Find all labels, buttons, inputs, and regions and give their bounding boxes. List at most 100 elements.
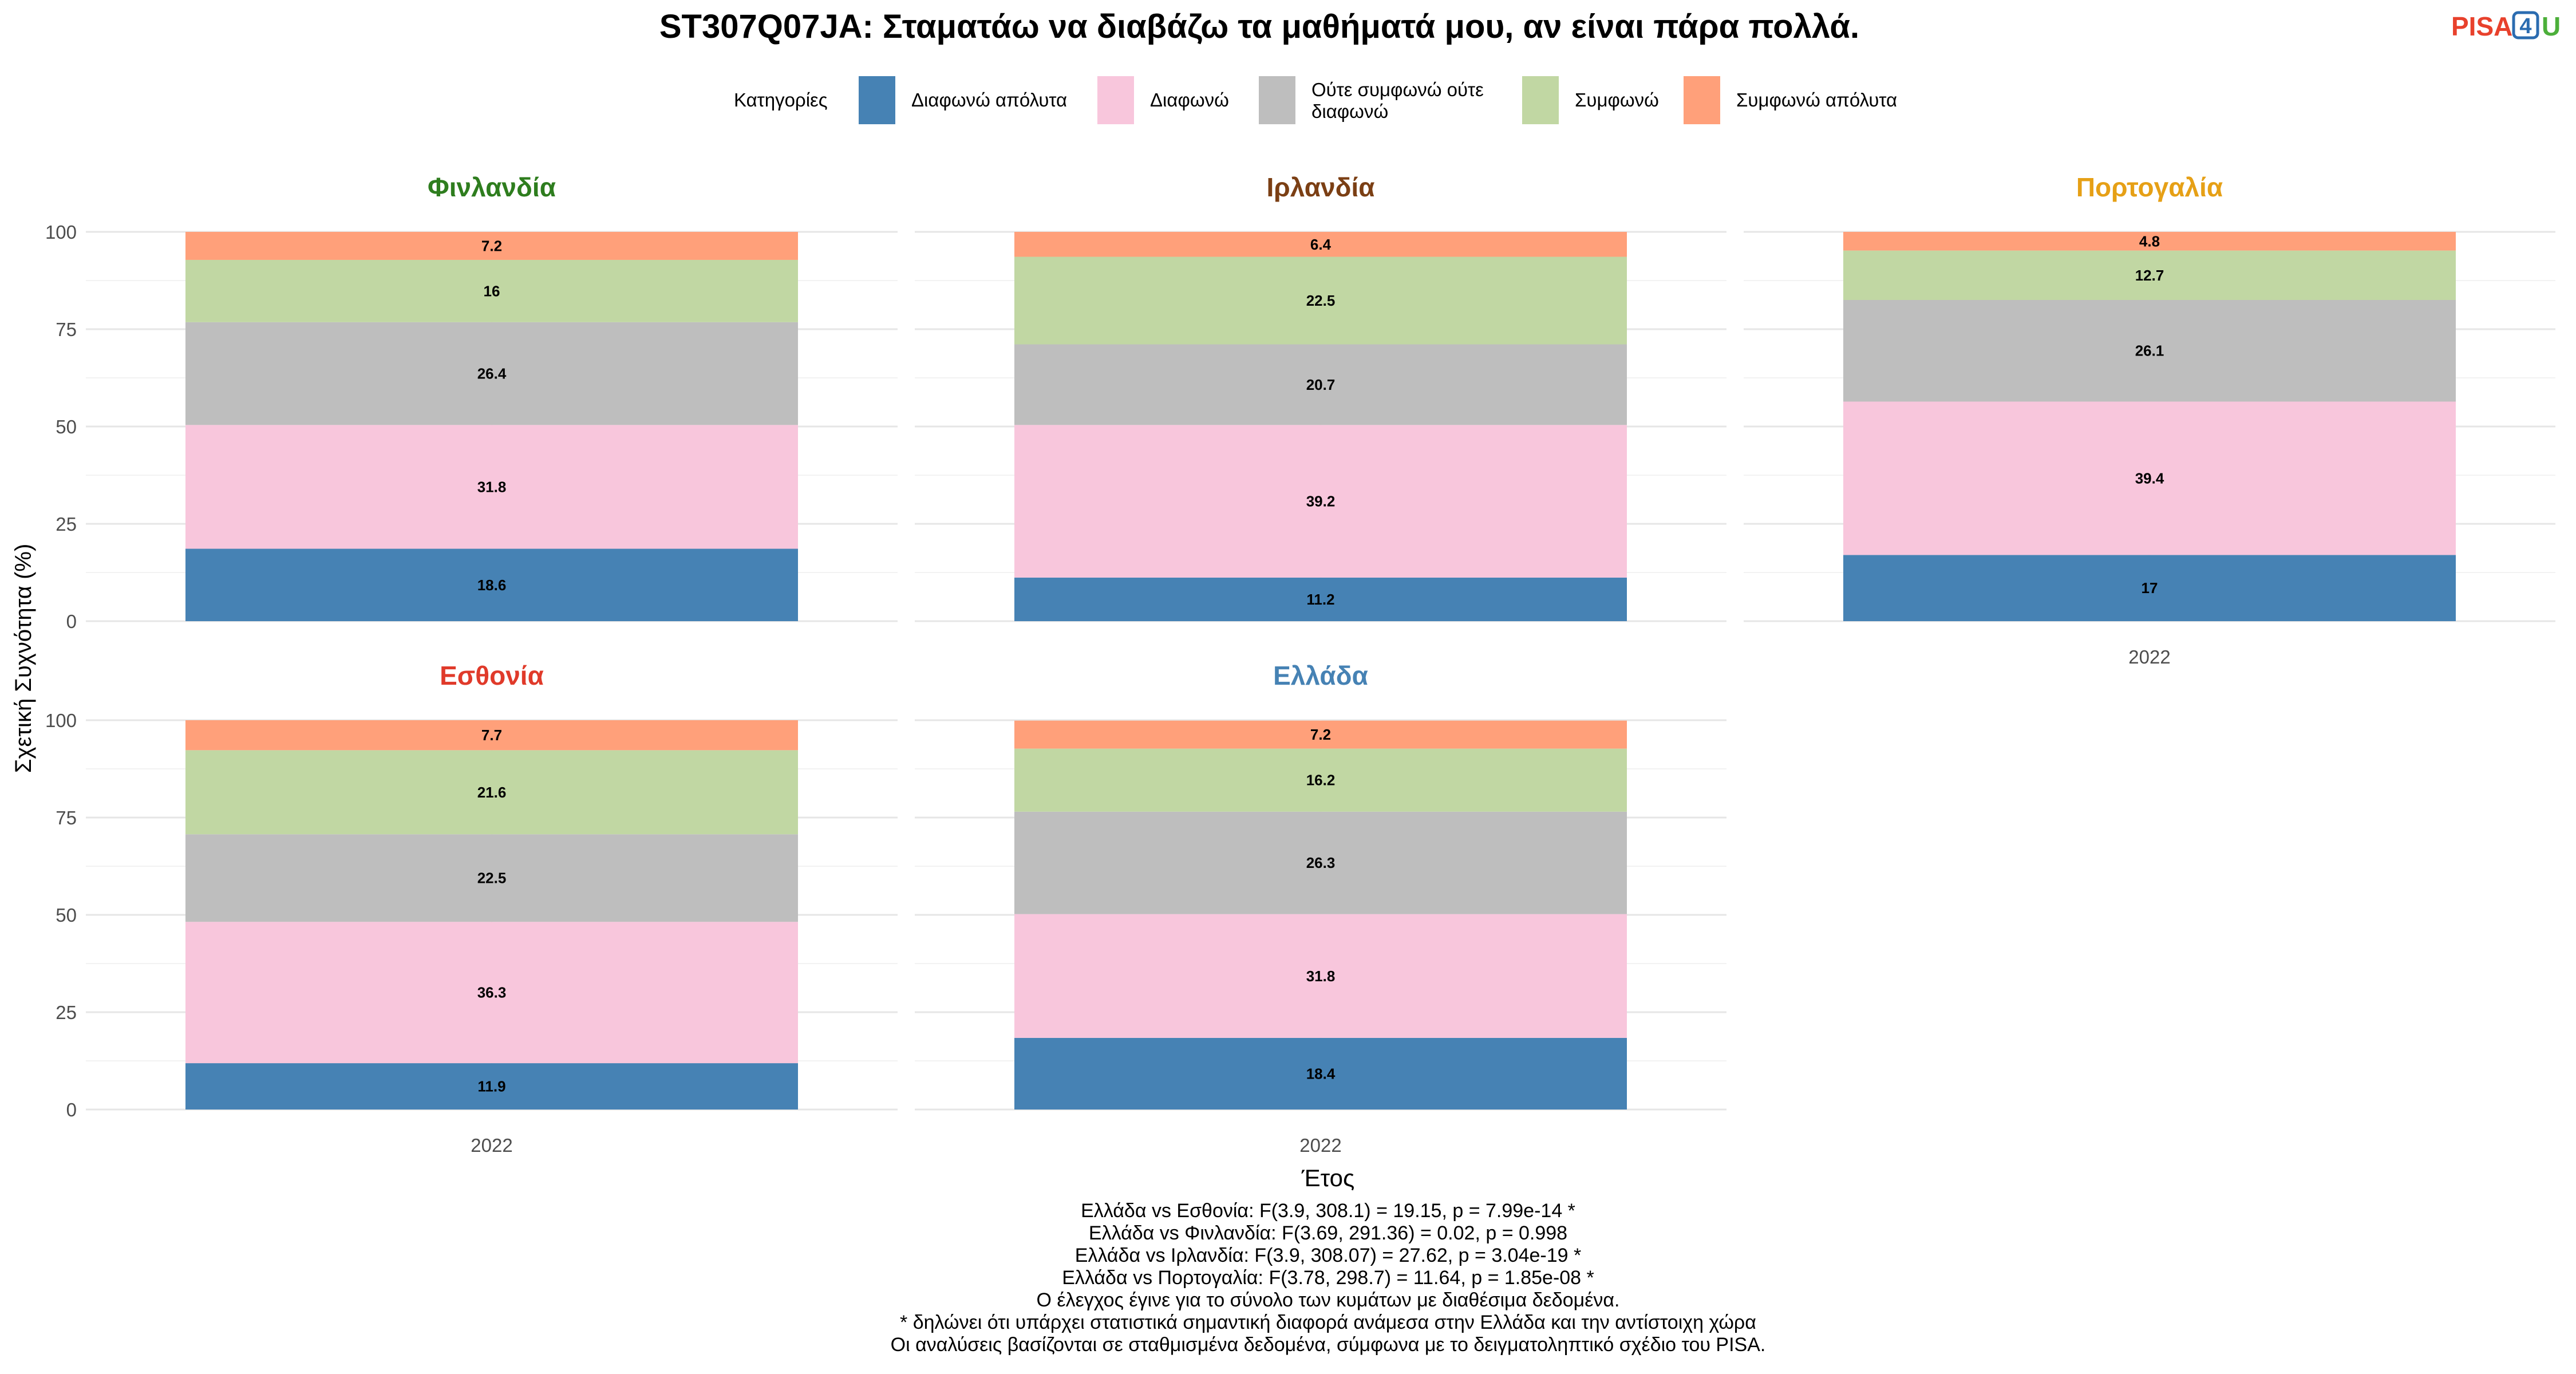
bar-value-label: 26.3 (1306, 854, 1336, 871)
bar-value-label: 16.2 (1306, 772, 1336, 789)
footnote-line: Ελλάδα vs Εσθονία: F(3.9, 308.1) = 19.15… (1081, 1200, 1575, 1222)
bar-segment (1014, 577, 1627, 621)
y-tick-label: 75 (56, 807, 77, 828)
bar-value-label: 39.2 (1306, 493, 1336, 510)
bar-segment (1014, 748, 1627, 812)
legend-label: διαφωνώ (1311, 101, 1388, 122)
chart-title: ST307Q07JA: Σταματάω να διαβάζω τα μαθήμ… (659, 8, 1859, 45)
logo-text-4: 4 (2519, 14, 2531, 38)
panel-5: Ελλάδα 18.4 31.8 26.3 16.2 7.2 2022 (915, 661, 1726, 1156)
legend-swatch (1684, 76, 1720, 124)
bar-value-label: 4.8 (2139, 232, 2160, 250)
bar-value-label: 39.4 (2135, 469, 2164, 487)
bar-value-label: 17 (2142, 579, 2158, 597)
bar-segment (185, 834, 798, 922)
footnote-line: Ελλάδα vs Φινλανδία: F(3.69, 291.36) = 0… (1089, 1222, 1567, 1244)
bar-segment (1014, 1037, 1627, 1110)
legend-label: Συμφωνώ απόλυτα (1736, 89, 1897, 110)
y-tick-label: 75 (56, 319, 77, 340)
bar-segment (1014, 232, 1627, 257)
x-tick-label: 2022 (1299, 1135, 1341, 1156)
logo: PISA 4 U (2451, 11, 2561, 41)
panels: 0 25 50 75 100 Φινλανδία 18.6 31.8 26.4 16 7.2 Ιρλα… (45, 172, 2555, 1156)
bar-value-label: 6.4 (1310, 236, 1332, 253)
bar-value-label: 31.8 (477, 478, 507, 495)
footnote-line: Ελλάδα vs Ιρλανδία: F(3.9, 308.07) = 27.… (1075, 1245, 1581, 1266)
panel-4: 0 25 50 75 100 Εσθονία 11.9 36.3 22.5 21.6 7.7 2022 (45, 661, 898, 1156)
x-tick-label: 2022 (2128, 646, 2170, 668)
panel-title: Πορτογαλία (2076, 172, 2223, 202)
y-tick-label: 100 (45, 222, 77, 243)
bar-segment (1014, 344, 1627, 425)
footnote-line: Οι αναλύσεις βασίζονται σε σταθμισμένα δ… (891, 1334, 1766, 1356)
bar-value-label: 16 (484, 282, 500, 299)
bar-segment (1014, 811, 1627, 914)
bar-segment (185, 548, 798, 621)
bar-value-label: 18.6 (477, 577, 507, 594)
y-tick-label: 50 (56, 905, 77, 926)
bar-segment (185, 425, 798, 549)
logo-text-u: U (2542, 11, 2561, 41)
bar-value-label: 26.1 (2135, 342, 2164, 360)
bar-value-label: 7.7 (481, 727, 502, 744)
bar-segment (185, 1063, 798, 1110)
bar-segment (1014, 425, 1627, 578)
x-axis-label: Έτος (1301, 1164, 1355, 1191)
bar-segment (1014, 256, 1627, 345)
panel-2: Ιρλανδία 11.2 39.2 20.7 22.5 6.4 (915, 172, 1726, 622)
legend-swatch (1259, 76, 1295, 124)
logo-text-pisa: PISA (2451, 11, 2512, 41)
x-tick-label: 2022 (471, 1135, 512, 1156)
y-tick-label: 100 (45, 710, 77, 731)
bar-value-label: 20.7 (1306, 376, 1336, 393)
svg-text:PISA: PISA (2451, 11, 2512, 41)
legend-label: Διαφωνώ (1150, 89, 1229, 110)
bar-segment (1843, 232, 2456, 251)
bar-value-label: 26.4 (477, 365, 507, 382)
bar-value-label: 7.2 (1310, 726, 1331, 743)
legend-swatch (1522, 76, 1559, 124)
bar-value-label: 31.8 (1306, 968, 1336, 985)
panel-title: Ελλάδα (1273, 661, 1368, 690)
bar-segment (185, 259, 798, 322)
panel-title: Ιρλανδία (1266, 172, 1374, 202)
bar-value-label: 22.5 (1306, 292, 1336, 309)
y-tick-label: 0 (66, 1099, 77, 1120)
legend-label: Ούτε συμφωνώ ούτε (1311, 79, 1484, 100)
bar-segment (185, 720, 798, 751)
panel-1: 0 25 50 75 100 Φινλανδία 18.6 31.8 26.4 16 7.2 (45, 172, 898, 632)
y-tick-label: 50 (56, 416, 77, 437)
y-tick-label: 25 (56, 1002, 77, 1023)
y-tick-label: 25 (56, 514, 77, 535)
bar-segment (1843, 555, 2456, 621)
legend-label: Συμφωνώ (1575, 89, 1659, 110)
bar-value-label: 11.9 (477, 1078, 505, 1095)
logo-box (2512, 11, 2539, 40)
y-axis-label: Σχετική Συχνότητα (%) (11, 544, 36, 773)
bar-segment (1843, 250, 2456, 300)
notes: Ελλάδα vs Εσθονία: F(3.9, 308.1) = 19.15… (891, 1200, 1766, 1356)
panel-title: Εσθονία (440, 661, 544, 690)
bar-segment (185, 232, 798, 260)
bar-value-label: 22.5 (477, 870, 507, 887)
bar-value-label: 11.2 (1306, 591, 1334, 608)
panel-title: Φινλανδία (428, 172, 556, 202)
bar-value-label: 21.6 (477, 784, 507, 801)
bar-segment (1014, 914, 1627, 1038)
bar-segment (185, 750, 798, 835)
bar-segment (1014, 720, 1627, 749)
footnote-line: Ελλάδα vs Πορτογαλία: F(3.78, 298.7) = 1… (1062, 1267, 1594, 1289)
bar-segment (185, 922, 798, 1064)
legend-swatch (859, 76, 895, 124)
bar-segment (1843, 401, 2456, 555)
legend-title: Κατηγορίες (734, 89, 828, 110)
bar-value-label: 12.7 (2135, 267, 2164, 284)
panel-3: Πορτογαλία 17 39.4 26.1 12.7 4.8 2022 (1744, 172, 2555, 668)
y-tick-label: 0 (66, 611, 77, 632)
footnote-line: * δηλώνει ότι υπάρχει στατιστικά σημαντι… (900, 1312, 1756, 1333)
legend: Κατηγορίες Διαφωνώ απόλυτα Διαφωνώ Ούτε συμ… (734, 76, 1897, 124)
bar-value-label: 7.2 (481, 237, 502, 254)
bar-value-label: 18.4 (1306, 1065, 1336, 1082)
bar-segment (1843, 300, 2456, 402)
bar-value-label: 36.3 (477, 984, 507, 1001)
